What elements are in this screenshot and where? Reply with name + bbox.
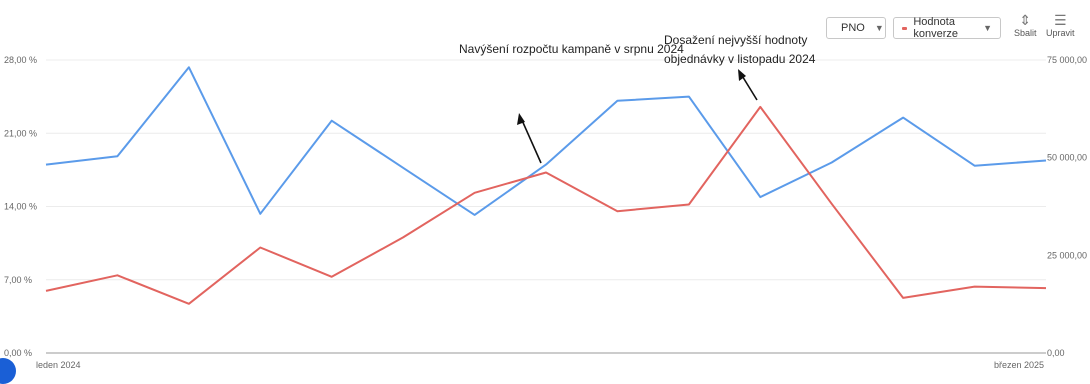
legend-conversion-label: Hodnota konverze xyxy=(913,16,958,40)
gridlines xyxy=(46,59,1046,354)
left-tick-label: 14,00 % xyxy=(4,202,37,212)
right-tick-label: 50 000,00 xyxy=(1047,153,1087,163)
chevron-down-icon: ▼ xyxy=(874,23,884,33)
chevron-down-icon: ▼ xyxy=(983,23,992,33)
left-tick-label: 0,00 % xyxy=(4,348,32,358)
peak-annotation: Dosažení nejvyšší hodnoty objednávky v l… xyxy=(664,31,815,69)
right-tick-label: 0,00 xyxy=(1047,348,1065,358)
budget-annotation-text: Navýšení rozpočtu kampaně v srpnu 2024 xyxy=(459,42,684,56)
left-tick-label: 7,00 % xyxy=(4,275,32,285)
conversion-swatch xyxy=(902,26,908,30)
legend-pno-label: PNO xyxy=(841,22,865,34)
peak-arrowhead xyxy=(738,69,746,81)
left-axis: 0,00 % 7,00 % 14,00 % 21,00 % 28,00 % xyxy=(4,55,37,358)
edit-button[interactable]: ☰ Upravit xyxy=(1046,12,1075,38)
budget-arrow xyxy=(520,117,542,164)
budget-annotation: Navýšení rozpočtu kampaně v srpnu 2024 xyxy=(459,40,684,59)
budget-arrowhead xyxy=(517,113,525,125)
edit-label: Upravit xyxy=(1046,28,1075,38)
line-chart: 0,00 % 7,00 % 14,00 % 21,00 % 28,00 % 0,00 25… xyxy=(4,55,1087,370)
collapse-icon: ⇕ xyxy=(1019,12,1032,28)
series-lines xyxy=(45,66,1047,305)
series-line-pno xyxy=(45,66,1047,216)
sliders-icon: ☰ xyxy=(1053,12,1067,28)
peak-arrow xyxy=(740,73,758,101)
legend-pno-chip[interactable]: PNO ▼ xyxy=(826,17,886,39)
series-line-hodnota-konverze xyxy=(45,105,1047,305)
x-label-start: leden 2024 xyxy=(36,360,81,370)
right-axis: 0,00 25 000,00 50 000,00 75 000,00 xyxy=(1047,55,1087,358)
annotation-arrows xyxy=(517,69,758,164)
peak-annotation-line1: Dosažení nejvyšší hodnoty xyxy=(664,33,808,47)
left-tick-label: 21,00 % xyxy=(4,128,37,138)
right-tick-label: 25 000,00 xyxy=(1047,250,1087,260)
left-tick-label: 28,00 % xyxy=(4,55,37,65)
collapse-label: Sbalit xyxy=(1014,28,1037,38)
peak-annotation-line2: objednávky v listopadu 2024 xyxy=(664,52,816,66)
collapse-button[interactable]: ⇕ Sbalit xyxy=(1014,12,1037,38)
legend-conversion-chip[interactable]: Hodnota konverze ▼ xyxy=(893,16,1001,40)
x-label-end: březen 2025 xyxy=(994,360,1044,370)
right-tick-label: 75 000,00 xyxy=(1047,55,1087,65)
